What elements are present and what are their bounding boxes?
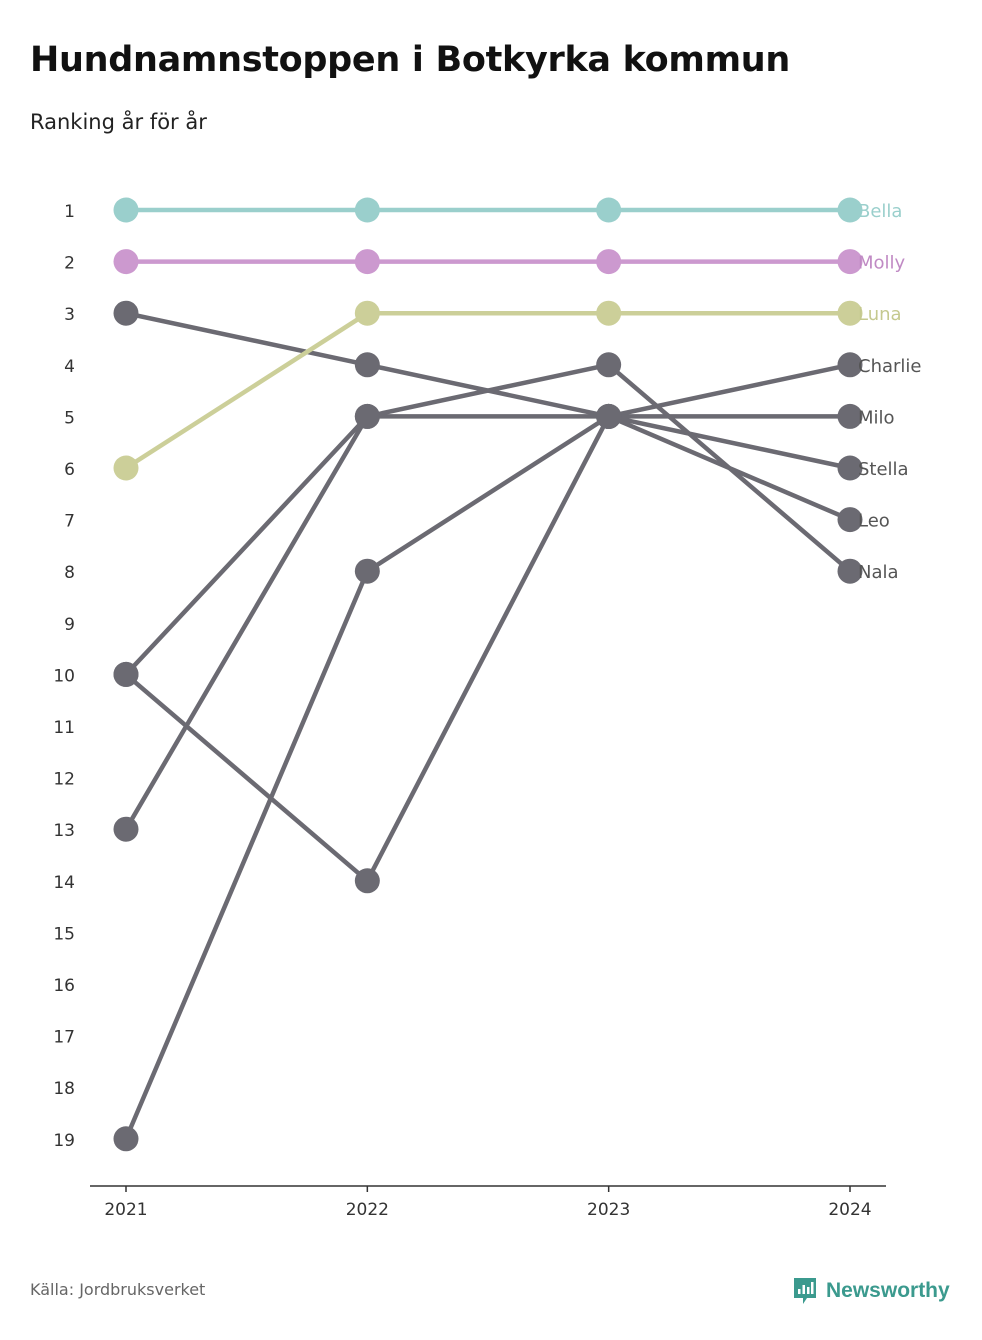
data-point-leo xyxy=(837,507,863,533)
series-label-charlie: Charlie xyxy=(858,356,921,377)
y-tick-label: 2 xyxy=(64,254,75,274)
series-label-leo: Leo xyxy=(858,511,890,532)
y-tick-label: 16 xyxy=(53,976,75,996)
y-tick-label: 1 xyxy=(64,202,75,222)
brand-name: Newsworthy xyxy=(826,1279,950,1302)
y-tick-label: 7 xyxy=(64,512,75,532)
data-point-luna xyxy=(837,300,863,326)
newsworthy-logo-icon xyxy=(794,1278,816,1304)
y-tick-label: 3 xyxy=(64,305,75,325)
data-point-milo xyxy=(354,352,380,378)
data-point-nala xyxy=(596,352,622,378)
data-point-nala xyxy=(113,661,139,687)
y-tick-label: 5 xyxy=(64,408,75,428)
series-label-stella: Stella xyxy=(858,459,909,480)
data-point-molly xyxy=(596,249,622,275)
y-tick-label: 10 xyxy=(53,666,75,686)
data-point-milo xyxy=(837,403,863,429)
series-points xyxy=(113,197,863,1152)
data-point-stella xyxy=(354,868,380,894)
data-point-stella xyxy=(837,455,863,481)
y-tick-label: 9 xyxy=(64,615,75,635)
series-label-nala: Nala xyxy=(858,562,899,583)
x-tick-label: 2021 xyxy=(104,1200,147,1220)
x-tick-label: 2023 xyxy=(587,1200,630,1220)
y-tick-label: 18 xyxy=(53,1079,75,1099)
y-tick-label: 11 xyxy=(53,718,75,738)
data-point-bella xyxy=(354,197,380,223)
y-tick-label: 15 xyxy=(53,924,75,944)
y-tick-label: 4 xyxy=(64,357,75,377)
x-axis: 2021 2022 2023 2024 xyxy=(90,1185,886,1220)
series-label-luna: Luna xyxy=(858,304,902,325)
series-label-milo: Milo xyxy=(858,407,895,428)
data-point-bella xyxy=(113,197,139,223)
data-point-nala xyxy=(837,558,863,584)
data-point-luna xyxy=(596,300,622,326)
brand-logo: Newsworthy xyxy=(792,1276,950,1306)
source-note: Källa: Jordbruksverket xyxy=(30,1280,206,1299)
y-tick-label: 12 xyxy=(53,770,75,790)
series-line-stella xyxy=(123,414,853,884)
x-tick-label: 2024 xyxy=(828,1200,871,1220)
series-label-molly: Molly xyxy=(858,253,906,274)
data-point-nala xyxy=(354,403,380,429)
data-point-bella xyxy=(837,197,863,223)
data-point-molly xyxy=(113,249,139,275)
data-point-leo xyxy=(113,816,139,842)
y-tick-label: 14 xyxy=(53,873,75,893)
data-point-luna xyxy=(354,300,380,326)
data-point-bella xyxy=(596,197,622,223)
y-tick-label: 17 xyxy=(53,1028,75,1048)
data-point-luna xyxy=(113,455,139,481)
y-tick-label: 6 xyxy=(64,460,75,480)
data-point-charlie xyxy=(837,352,863,378)
data-point-charlie xyxy=(354,558,380,584)
chart-subtitle: Ranking år för år xyxy=(30,110,207,134)
series-labels: Charlie Milo Stella Leo Nala Bella Molly Luna xyxy=(858,201,921,583)
data-point-milo xyxy=(113,300,139,326)
y-tick-label: 19 xyxy=(53,1131,75,1151)
x-tick-label: 2022 xyxy=(346,1200,389,1220)
series-lines xyxy=(123,207,853,1142)
data-point-molly xyxy=(354,249,380,275)
series-line-charlie xyxy=(123,362,853,1142)
data-point-charlie xyxy=(113,1126,139,1152)
y-tick-label: 8 xyxy=(64,563,75,583)
chart-title: Hundnamnstoppen i Botkyrka kommun xyxy=(30,40,790,80)
series-line-nala xyxy=(123,362,853,677)
data-point-molly xyxy=(837,249,863,275)
series-label-bella: Bella xyxy=(858,201,902,222)
series-line-luna xyxy=(123,310,853,471)
data-point-leo xyxy=(596,403,622,429)
y-tick-label: 13 xyxy=(53,821,75,841)
